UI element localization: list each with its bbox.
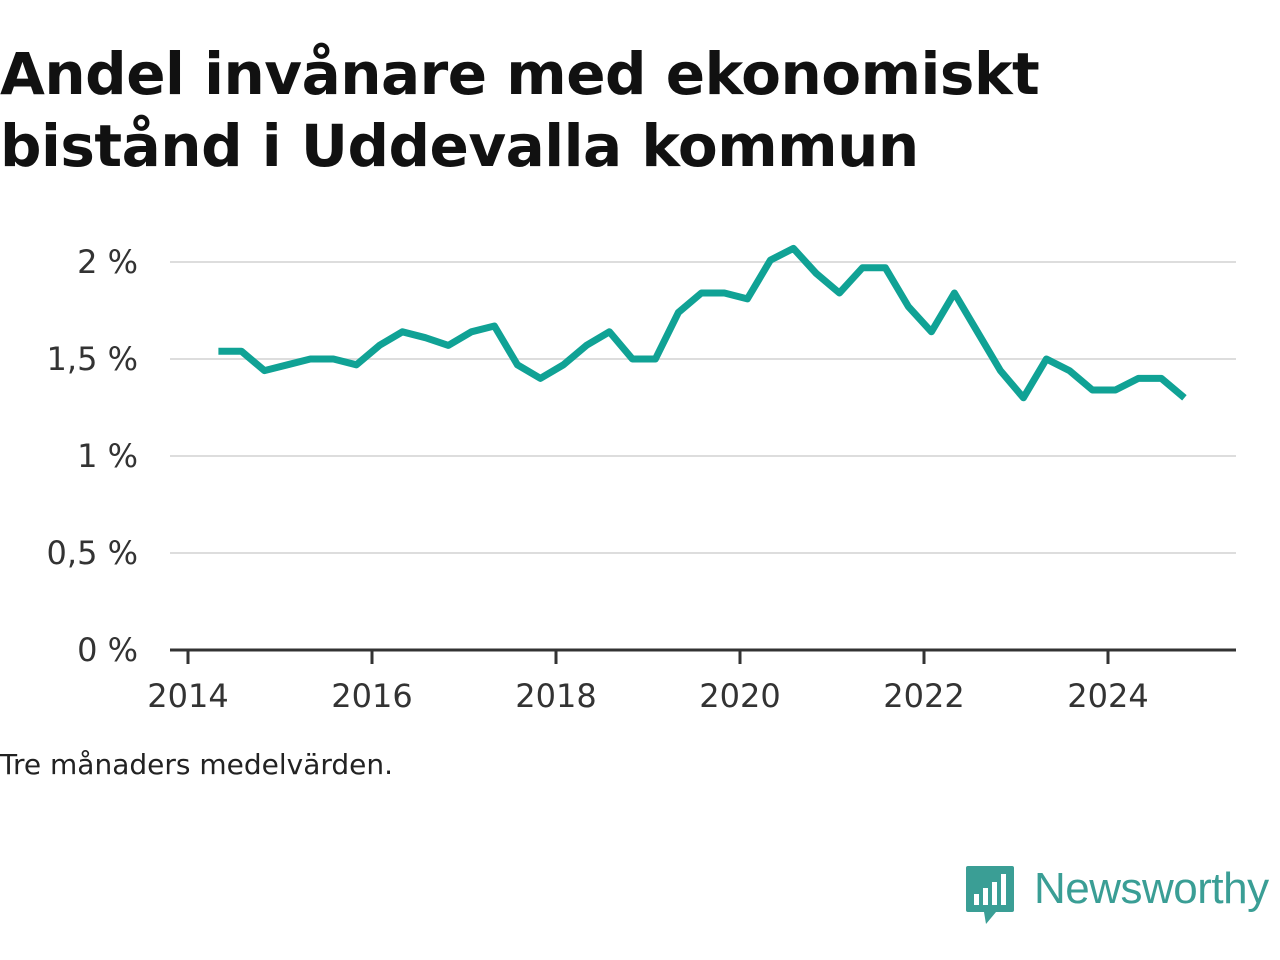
x-axis-tick-labels: 2014 2016 2018 2020 2022 2024 bbox=[147, 677, 1148, 715]
y-tick-label-0: 0 % bbox=[77, 631, 138, 669]
y-tick-label-1: 0,5 % bbox=[47, 534, 138, 572]
chart-title-line-1: Andel invånare med ekonomiskt bbox=[0, 40, 1040, 108]
x-tick-label-4: 2022 bbox=[883, 677, 964, 715]
gridlines bbox=[170, 261, 1236, 554]
y-tick-label-2: 1 % bbox=[77, 437, 138, 475]
brand-name: Newsworthy bbox=[1034, 864, 1269, 913]
line-chart: 0 % 0,5 % 1 % 1,5 % 2 % 2014 2016 2018 2020 2022… bbox=[47, 243, 1236, 715]
y-tick-label-4: 2 % bbox=[77, 243, 138, 281]
chart-note: Tre månaders medelvärden. bbox=[0, 748, 394, 781]
y-tick-label-3: 1,5 % bbox=[47, 340, 138, 378]
series-line-0 bbox=[218, 244, 1187, 402]
x-tick-label-3: 2020 bbox=[699, 677, 780, 715]
chart-title: Andel invånare med ekonomiskt bistånd i … bbox=[0, 38, 1200, 182]
x-tick-label-0: 2014 bbox=[147, 677, 228, 715]
x-tick-label-1: 2016 bbox=[331, 677, 412, 715]
x-tick-label-2: 2018 bbox=[515, 677, 596, 715]
x-axis bbox=[170, 648, 1236, 664]
series-group bbox=[218, 244, 1187, 402]
bar-chart-speech-bubble-icon bbox=[966, 866, 1014, 924]
x-tick-label-5: 2024 bbox=[1067, 677, 1148, 715]
y-axis-tick-labels: 0 % 0,5 % 1 % 1,5 % 2 % bbox=[47, 243, 138, 669]
chart-title-line-2: bistånd i Uddevalla kommun bbox=[0, 112, 919, 180]
newsworthy-brand[interactable]: Newsworthy bbox=[962, 862, 1278, 932]
